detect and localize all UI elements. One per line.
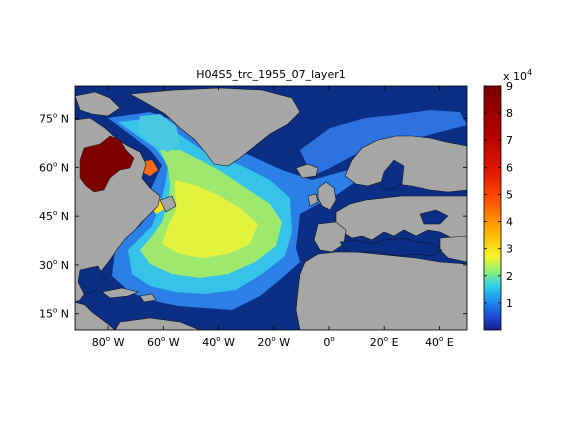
- colorbar-ticks: 1 2 3 4 5 6 7 8 9: [484, 80, 513, 310]
- y-tick-label: 30o N: [39, 258, 69, 272]
- colorbar-tick-label: 6: [506, 161, 513, 174]
- land-newfoundland: [159, 195, 177, 213]
- land-central-america: [75, 301, 116, 330]
- plot-title: H04S5_trc_1955_07_layer1: [196, 68, 346, 81]
- land-cuba: [101, 287, 139, 299]
- colorbar-exponent: x 104: [503, 68, 532, 83]
- land-middle-east: [439, 235, 467, 263]
- baltic-sea: [379, 159, 405, 191]
- land-hispaniola: [139, 293, 157, 303]
- land-ireland: [307, 193, 319, 207]
- gulf-of-mexico: [77, 265, 107, 295]
- colorbar-tick-label: 7: [506, 134, 513, 147]
- land-africa: [295, 251, 467, 330]
- land-greenland: [129, 87, 301, 167]
- y-tick-label: 15o N: [39, 307, 69, 321]
- x-tick-label: 40o E: [425, 335, 454, 349]
- land: [75, 87, 467, 330]
- land-arctic-islands: [75, 91, 121, 117]
- map-frame: [74, 85, 468, 331]
- tracer-field-labrador: [138, 114, 180, 152]
- x-tick-label: 80o W: [92, 335, 125, 349]
- land-europe: [335, 195, 467, 241]
- x-tick-label: 20o W: [257, 335, 290, 349]
- colorbar-tick-label: 1: [506, 297, 513, 310]
- x-axis: 80o W 60o W 40o W 20o W 0o 20o E 40o E: [92, 86, 454, 349]
- x-tick-label: 0o: [323, 335, 334, 349]
- x-tick-label: 40o W: [202, 335, 235, 349]
- colorbar-tick-label: 3: [506, 243, 513, 256]
- y-tick-label: 75o N: [39, 112, 69, 126]
- colorbar-tick-label: 9: [506, 80, 513, 93]
- land-iceland: [295, 163, 319, 179]
- land-iberia: [313, 221, 347, 253]
- colorbar-tick-label: 5: [506, 188, 513, 201]
- mediterranean-sea: [339, 237, 443, 257]
- tracer-field-yellow: [162, 180, 258, 258]
- colorbar: [483, 85, 502, 331]
- colorbar-tick-label: 8: [506, 107, 513, 120]
- black-sea: [419, 209, 449, 225]
- colorbar-tick-label: 4: [506, 216, 513, 229]
- y-tick-label: 60o N: [39, 160, 69, 174]
- tracer-hudson-bay: [79, 135, 135, 193]
- land-britain: [317, 181, 337, 211]
- y-tick-label: 45o N: [39, 209, 69, 223]
- land-scandinavia: [344, 135, 467, 193]
- y-axis: 75o N 60o N 45o N 30o N 15o N: [39, 112, 467, 321]
- x-tick-label: 60o W: [147, 335, 180, 349]
- x-tick-label: 20o E: [370, 335, 399, 349]
- map-area: [75, 86, 467, 330]
- land-south-america: [114, 317, 201, 330]
- colorbar-tick-label: 2: [506, 270, 513, 283]
